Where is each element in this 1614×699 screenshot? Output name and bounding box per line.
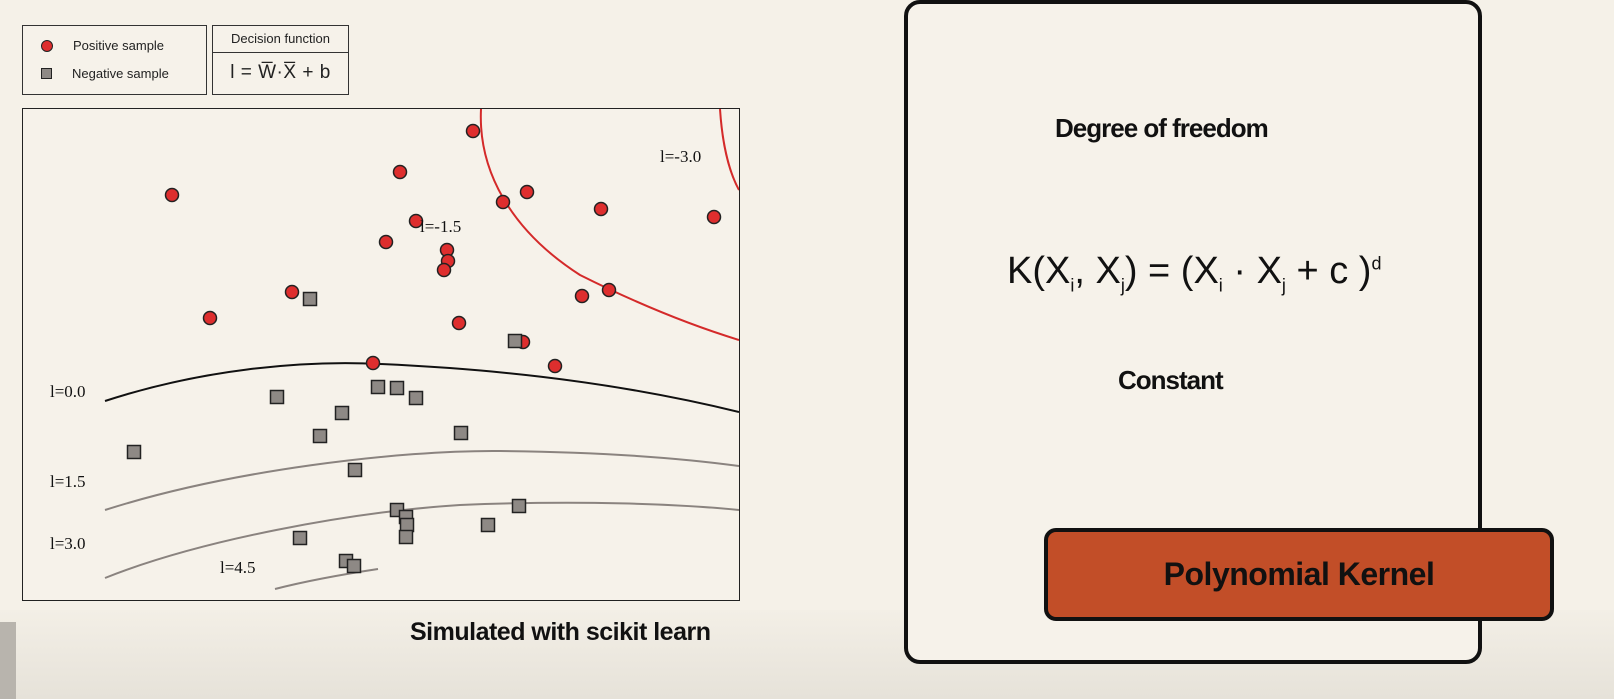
positive-sample xyxy=(465,123,481,139)
positive-sample xyxy=(495,194,511,210)
positive-sample xyxy=(378,234,394,250)
contour-l-neg15 xyxy=(479,109,739,341)
contour-l-1-5 xyxy=(104,449,739,511)
negative-sample xyxy=(399,517,415,533)
formula-part: + c ) xyxy=(1285,250,1372,292)
simulation-caption: Simulated with scikit learn xyxy=(410,618,711,646)
positive-marker-icon xyxy=(41,39,53,52)
negative-sample xyxy=(480,517,496,533)
positive-sample xyxy=(547,358,563,374)
badge-label: Polynomial Kernel xyxy=(1163,556,1435,592)
contour-l-0 xyxy=(104,362,739,413)
negative-sample xyxy=(312,428,328,444)
formula-sub: i xyxy=(1218,275,1223,296)
formula-sub: j xyxy=(1281,275,1286,296)
positive-sample xyxy=(365,355,381,371)
constant-label: Constant xyxy=(1118,365,1224,395)
contour-l-3 xyxy=(104,501,739,579)
negative-sample xyxy=(370,379,386,395)
degree-of-freedom-label: Degree of freedom xyxy=(1055,113,1269,143)
negative-sample xyxy=(389,380,405,396)
negative-sample xyxy=(334,405,350,421)
positive-sample xyxy=(706,209,722,225)
positive-sample xyxy=(284,284,300,300)
decision-function-title: Decision function xyxy=(213,26,348,53)
positive-sample xyxy=(519,184,535,200)
legend-negative: Negative sample xyxy=(41,66,169,81)
label-l-1-5: l=1.5 xyxy=(50,472,86,491)
contour-l-4-5 xyxy=(274,568,379,590)
positive-sample xyxy=(436,262,452,278)
negative-sample xyxy=(292,530,308,546)
positive-sample xyxy=(601,282,617,298)
contour-l-neg3 xyxy=(719,109,739,191)
positive-sample xyxy=(164,187,180,203)
formula-part: K(X xyxy=(1007,250,1071,292)
legend-positive: Positive sample xyxy=(41,38,164,53)
negative-marker-icon xyxy=(41,68,52,79)
positive-sample xyxy=(392,164,408,180)
kernel-formula: K(Xi, Xj) = (Xi · Xj + c )d xyxy=(1007,250,1381,297)
negative-sample xyxy=(408,390,424,406)
legend-negative-label: Negative sample xyxy=(72,66,169,81)
label-l-neg3: l=-3.0 xyxy=(660,147,701,166)
formula-exponent: d xyxy=(1371,253,1382,274)
negative-sample xyxy=(453,425,469,441)
plot-area xyxy=(22,108,740,601)
positive-sample xyxy=(593,201,609,217)
label-l-3: l=3.0 xyxy=(50,534,86,553)
negative-sample xyxy=(511,498,527,514)
negative-sample xyxy=(346,558,362,574)
positive-sample xyxy=(451,315,467,331)
negative-sample xyxy=(302,291,318,307)
negative-sample xyxy=(398,529,414,545)
formula-sub: j xyxy=(1120,275,1125,296)
negative-sample xyxy=(269,389,285,405)
formula-part: , X xyxy=(1074,250,1121,292)
positive-sample xyxy=(574,288,590,304)
label-l-4-5: l=4.5 xyxy=(220,558,256,577)
decision-function-formula: l = W̅·X̅ + b xyxy=(230,62,331,83)
polynomial-kernel-badge: Polynomial Kernel xyxy=(1044,528,1554,621)
formula-part: ) = (X xyxy=(1124,250,1219,292)
legend-positive-label: Positive sample xyxy=(73,38,165,53)
negative-sample xyxy=(126,444,142,460)
positive-sample xyxy=(202,310,218,326)
decision-function-box: Decision function l = W̅·X̅ + b xyxy=(212,25,349,95)
positive-sample xyxy=(408,213,424,229)
label-l-0: l=0.0 xyxy=(50,382,86,401)
negative-sample xyxy=(507,333,523,349)
formula-part: · X xyxy=(1222,250,1282,292)
formula-sub: i xyxy=(1070,275,1075,296)
left-edge-bar xyxy=(0,622,16,699)
sample-points xyxy=(126,123,722,574)
negative-sample xyxy=(347,462,363,478)
label-l-neg15: l=-1.5 xyxy=(420,217,461,236)
legend: Positive sample Negative sample xyxy=(22,25,207,95)
